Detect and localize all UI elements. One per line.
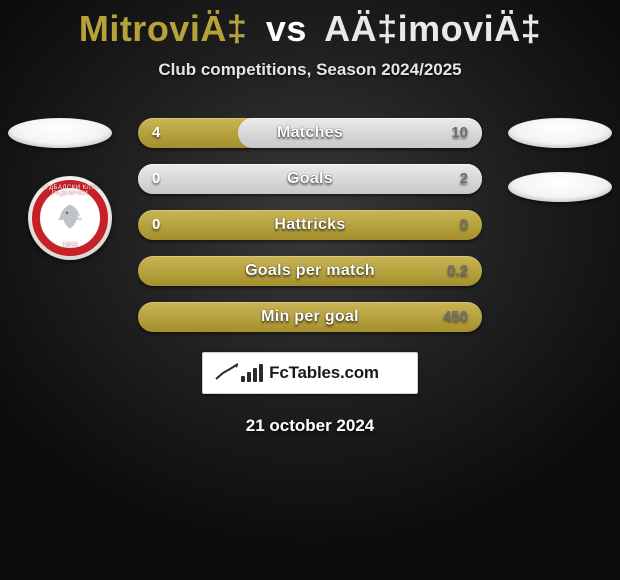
stat-bar: 4Matches10 [138,118,482,148]
player2-photo-placeholder [508,118,612,148]
stat-bar: 0Goals2 [138,164,482,194]
brand-chart-icon [241,364,263,382]
stat-right-value: 450 [443,302,468,332]
stat-left-value: 4 [152,118,160,148]
page-title: MitroviÄ‡ vs AÄ‡imoviÄ‡ [0,0,620,50]
stat-bar-right-fill [138,164,482,194]
player2-name: AÄ‡imoviÄ‡ [324,8,541,49]
stat-bar: Min per goal450 [138,302,482,332]
club-badge-text: ФУДБАЛСКИ КЛУБ РАДНИЧКИ [28,185,112,197]
stat-label: Hattricks [138,210,482,240]
brand-box: FcTables.com [202,352,418,394]
stat-bar-right-fill [238,118,482,148]
stat-right-value: 0.2 [447,256,468,286]
stat-bars: 4Matches10 0Goals2 0Hattricks0 Goals per ma… [138,118,482,348]
eagle-icon [50,199,90,239]
stat-bar: 0Hattricks0 [138,210,482,240]
date-label: 21 october 2024 [0,416,620,436]
stat-label: Goals per match [138,256,482,286]
club-badge-year: 1923 [28,242,112,249]
stat-left-value: 0 [152,210,160,240]
brand-name: FcTables.com [269,363,379,383]
player1-club-badge: ФУДБАЛСКИ КЛУБ РАДНИЧКИ 1923 [28,176,112,260]
stat-bar: Goals per match0.2 [138,256,482,286]
player1-photo-placeholder [8,118,112,148]
stat-label: Min per goal [138,302,482,332]
player2-club-placeholder [508,172,612,202]
player1-name: MitroviÄ‡ [79,8,248,49]
subtitle: Club competitions, Season 2024/2025 [0,60,620,80]
vs-label: vs [266,8,307,49]
stat-right-value: 0 [460,210,468,240]
